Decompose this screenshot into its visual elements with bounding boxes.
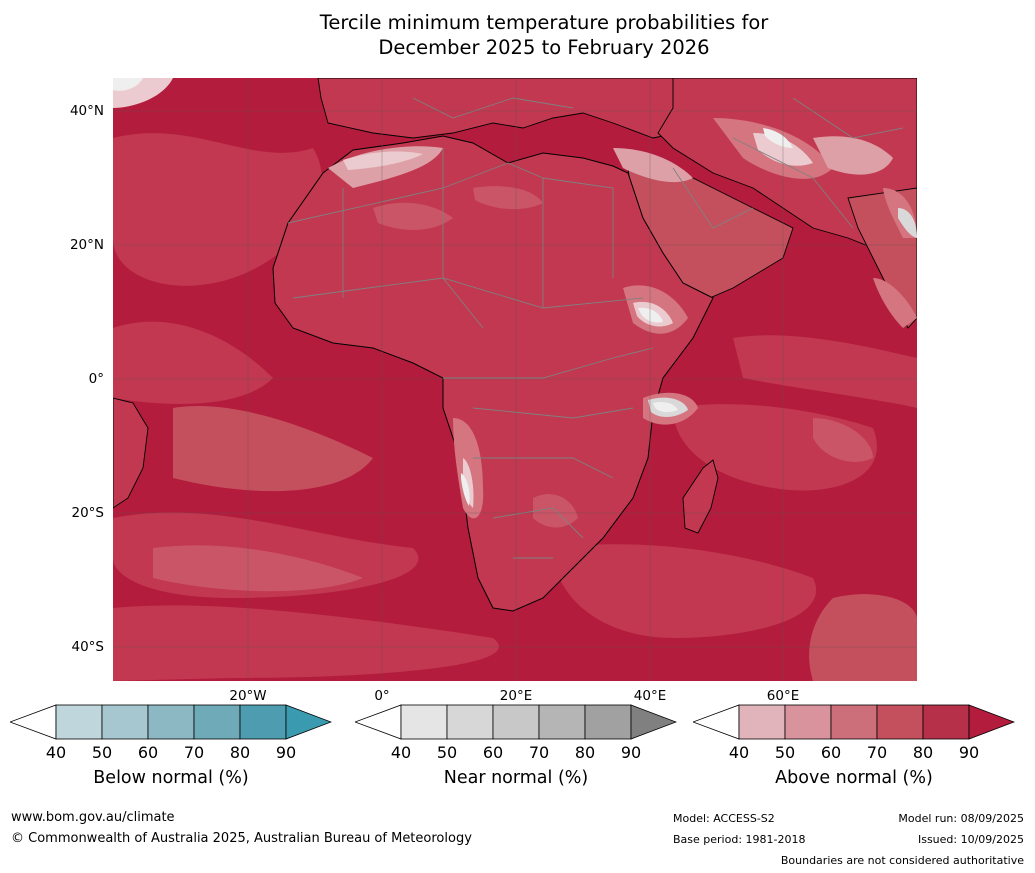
colorbar-below-svg xyxy=(8,704,333,740)
colorbar-above-50-swatch xyxy=(784,704,832,740)
above-tick: 80 xyxy=(912,743,934,762)
below-tick: 60 xyxy=(137,743,159,762)
colorbar-above-60-swatch xyxy=(830,704,878,740)
colorbar-below-50-swatch xyxy=(101,704,149,740)
below-tick: 40 xyxy=(45,743,67,762)
graticule xyxy=(113,78,917,681)
issued-text: Issued: 10/09/2025 xyxy=(917,833,1024,846)
lon-label-60e: 60°E xyxy=(766,688,800,704)
colorbar-near-80-swatch xyxy=(584,704,632,740)
landmasses xyxy=(113,78,917,612)
colorbar-above-svg xyxy=(691,704,1016,740)
near-tick: 60 xyxy=(482,743,504,762)
above-tick: 50 xyxy=(774,743,796,762)
colorbar-near-60-swatch xyxy=(492,704,540,740)
colorbar-near-50-swatch xyxy=(446,704,494,740)
copyright-text: © Commonwealth of Australia 2025, Austra… xyxy=(11,831,472,846)
ocean-probability-bands xyxy=(113,78,917,681)
lat-label-20n: 20°N xyxy=(69,237,104,253)
near-tick: 80 xyxy=(574,743,596,762)
lat-label-0: 0° xyxy=(88,371,104,387)
colorbar-below-min-arrow xyxy=(8,704,57,740)
colorbar-below-max-arrow xyxy=(285,704,333,740)
colorbar-near-40-swatch xyxy=(400,704,448,740)
lat-label-20s: 20°S xyxy=(71,505,105,521)
below-tick: 70 xyxy=(183,743,205,762)
base-period-text: Base period: 1981-2018 xyxy=(673,833,806,846)
colorbar-below-40-swatch xyxy=(55,704,103,740)
title-line-1: Tercile minimum temperature probabilitie… xyxy=(319,11,769,34)
model-text: Model: ACCESS-S2 xyxy=(673,812,775,825)
probability-map xyxy=(113,78,917,681)
near-tick: 40 xyxy=(390,743,412,762)
lon-label-40e: 40°E xyxy=(633,688,667,704)
website-link[interactable]: www.bom.gov.au/climate xyxy=(11,810,175,825)
below-tick: 80 xyxy=(229,743,251,762)
colorbar-near-max-arrow xyxy=(630,704,678,740)
land-probability-shading xyxy=(328,118,917,528)
colorbar-near-svg xyxy=(353,704,678,740)
colorbar-below-title: Below normal (%) xyxy=(93,768,249,788)
colorbar-near-title: Near normal (%) xyxy=(443,768,589,788)
above-tick: 60 xyxy=(820,743,842,762)
colorbar-near-min-arrow xyxy=(353,704,402,740)
model-run-text: Model run: 08/09/2025 xyxy=(898,812,1024,825)
colorbar-below-60-swatch xyxy=(147,704,195,740)
map-svg xyxy=(113,78,917,681)
colorbar-above-min-arrow xyxy=(691,704,740,740)
colorbar-below-70-swatch xyxy=(193,704,241,740)
near-tick: 50 xyxy=(436,743,458,762)
colorbar-above-title: Above normal (%) xyxy=(775,768,933,788)
near-tick: 90 xyxy=(620,743,642,762)
colorbar-below-normal xyxy=(8,704,333,744)
lon-label-0: 0° xyxy=(374,688,390,704)
above-tick: 90 xyxy=(958,743,980,762)
colorbar-above-40-swatch xyxy=(738,704,786,740)
colorbar-near-normal xyxy=(353,704,678,744)
country-borders xyxy=(287,97,904,559)
colorbar-below-80-swatch xyxy=(239,704,287,740)
colorbar-above-normal xyxy=(691,704,1016,744)
colorbar-near-70-swatch xyxy=(538,704,586,740)
above-tick: 40 xyxy=(728,743,750,762)
below-tick: 90 xyxy=(275,743,297,762)
lon-label-20e: 20°E xyxy=(499,688,533,704)
below-tick: 50 xyxy=(91,743,113,762)
near-tick: 70 xyxy=(528,743,550,762)
chart-title: Tercile minimum temperature probabilitie… xyxy=(0,10,1035,60)
lat-label-40s: 40°S xyxy=(71,639,105,655)
disclaimer-text: Boundaries are not considered authoritat… xyxy=(780,854,1024,867)
lat-label-40n: 40°N xyxy=(69,103,104,119)
colorbar-above-max-arrow xyxy=(968,704,1016,740)
above-tick: 70 xyxy=(866,743,888,762)
lon-label-20w: 20°W xyxy=(229,688,267,704)
colorbar-above-70-swatch xyxy=(876,704,924,740)
colorbar-above-80-swatch xyxy=(922,704,970,740)
title-line-2: December 2025 to February 2026 xyxy=(378,36,710,59)
